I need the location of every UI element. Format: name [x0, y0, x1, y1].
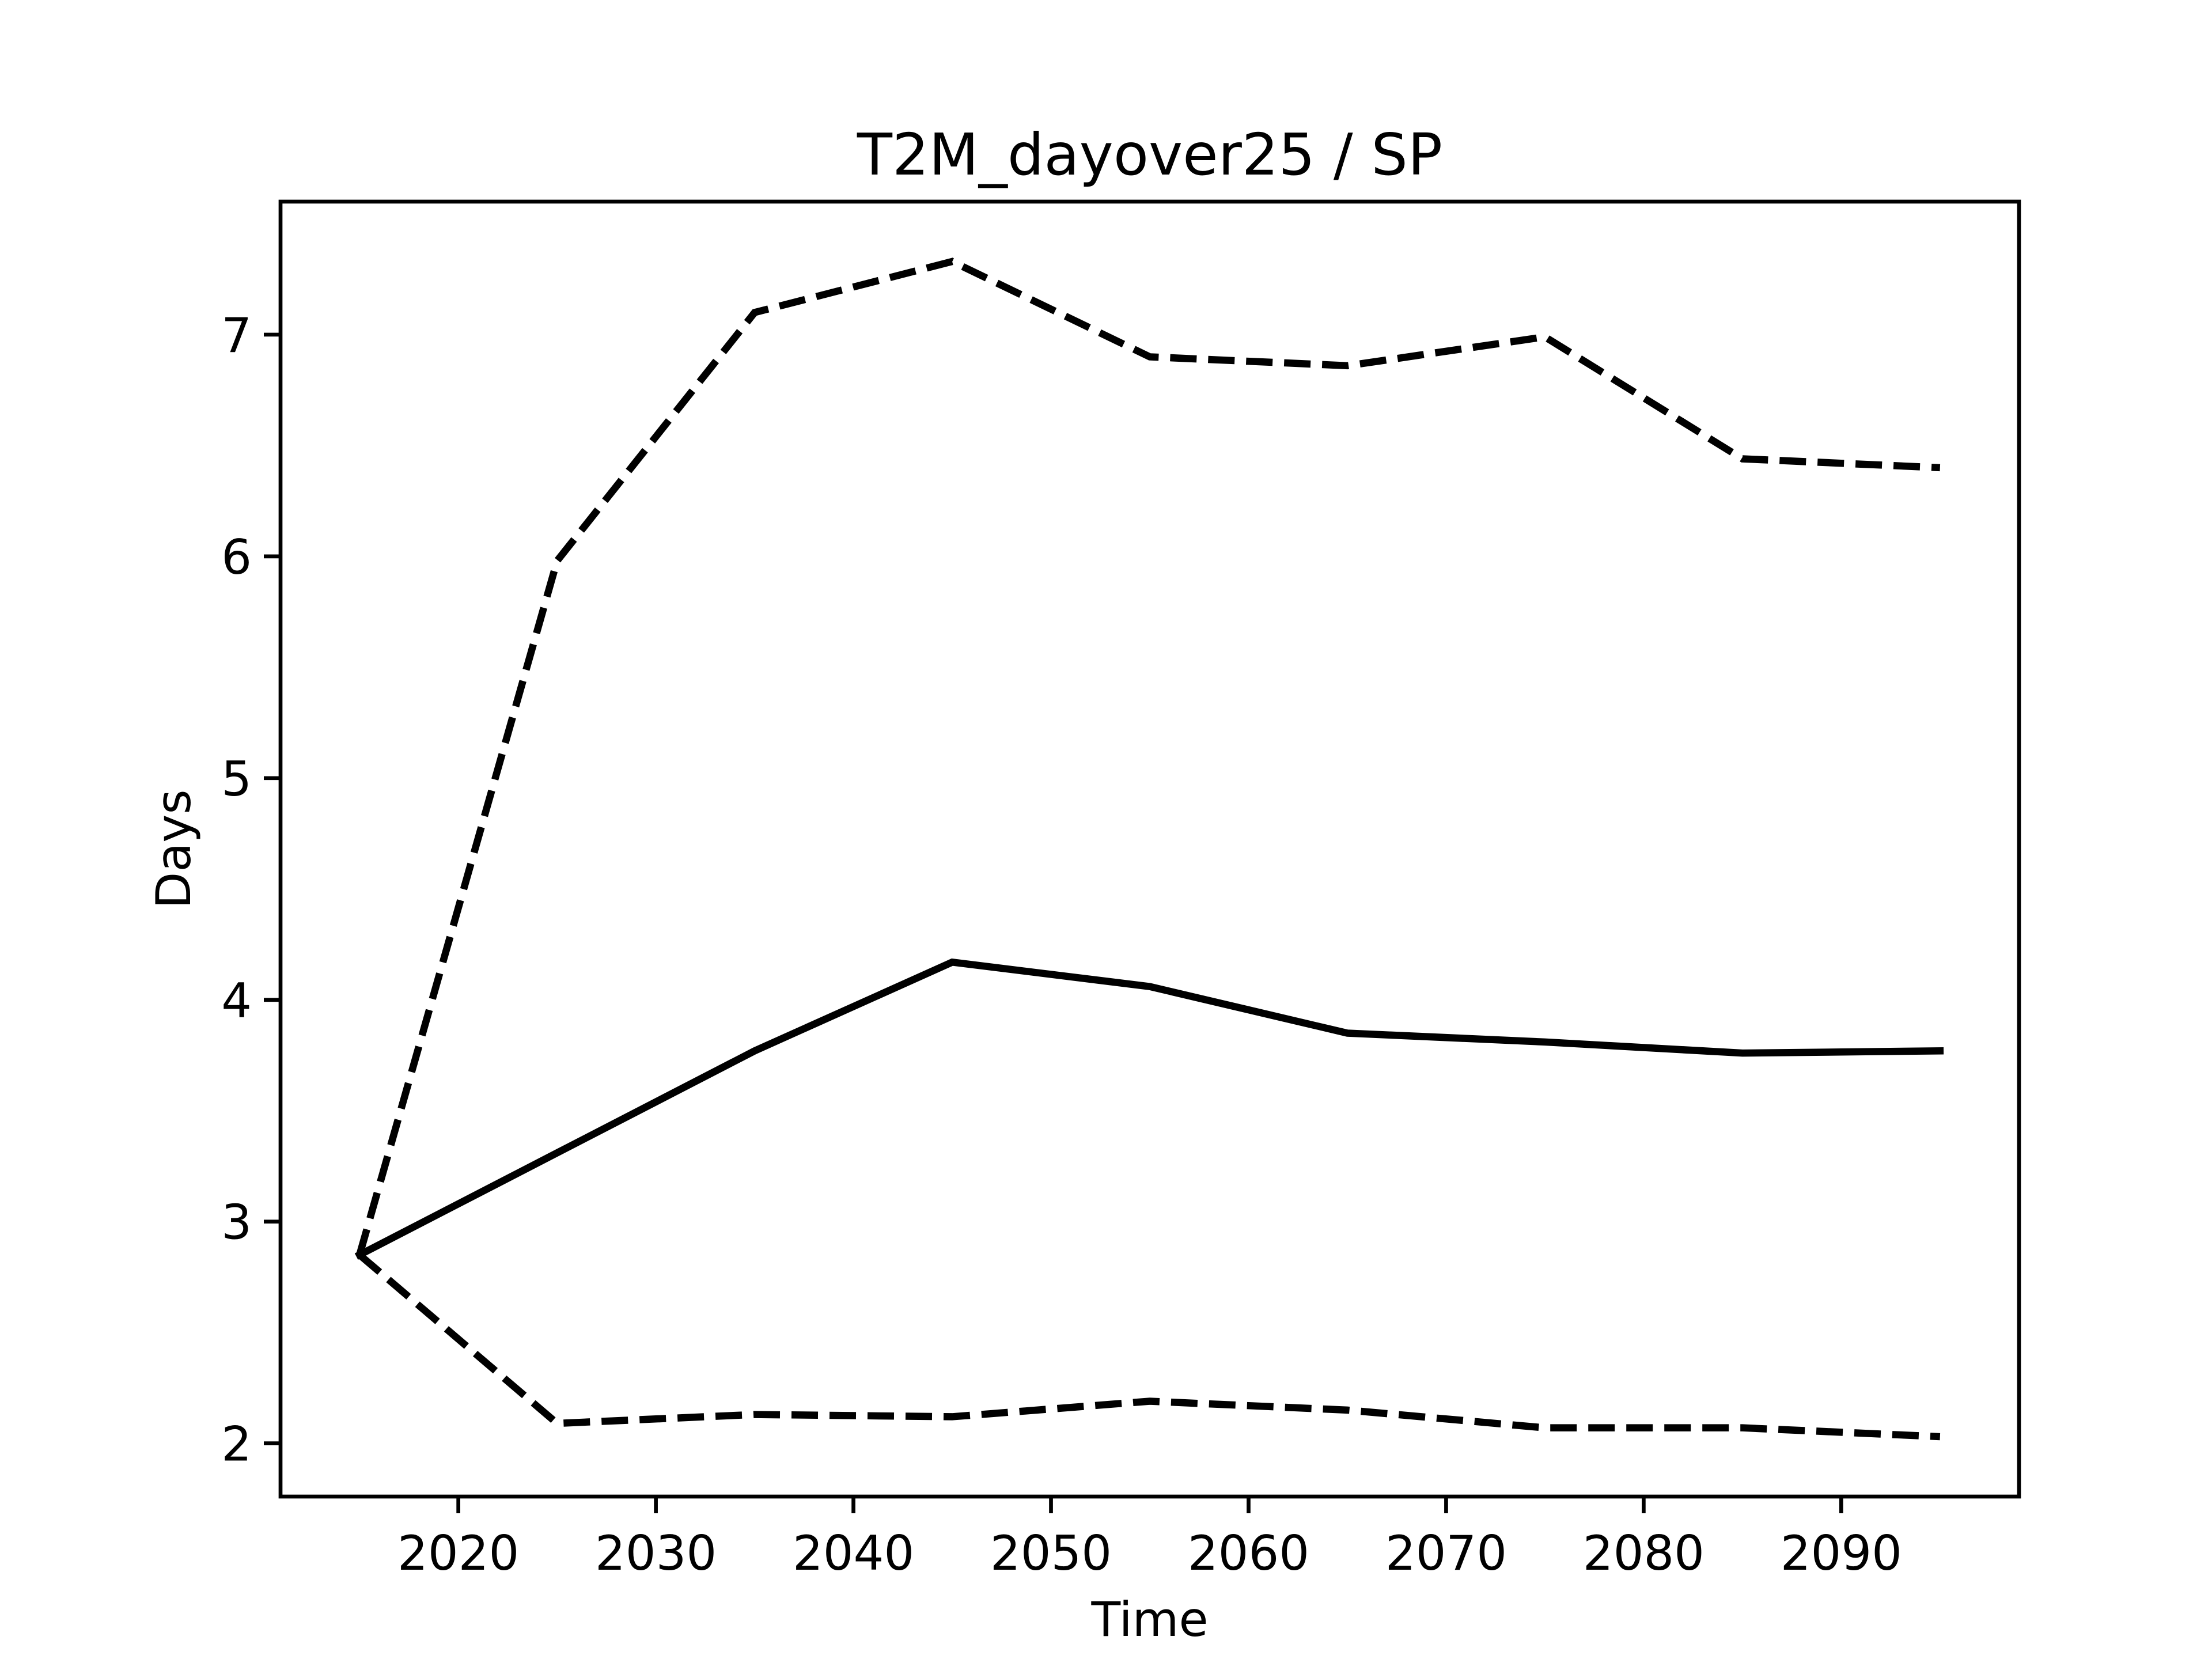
x-tick-label: 2060: [1188, 1525, 1309, 1581]
y-tick-label: 5: [221, 751, 252, 807]
x-tick-label: 2040: [793, 1525, 914, 1581]
x-tick-label: 2070: [1385, 1525, 1507, 1581]
x-tick-label: 2020: [397, 1525, 519, 1581]
y-tick-label: 3: [221, 1195, 252, 1251]
y-tick-label: 4: [221, 973, 252, 1029]
y-axis-label: Days: [146, 789, 202, 908]
chart-title: T2M_dayover25 / SP: [857, 121, 1442, 188]
x-tick-label: 2080: [1583, 1525, 1705, 1581]
plot-frame: [278, 199, 2021, 1499]
y-tick-label: 6: [221, 529, 252, 585]
x-tick-label: 2090: [1781, 1525, 1902, 1581]
x-tick-label: 2030: [595, 1525, 717, 1581]
y-tick-label: 7: [221, 308, 252, 363]
series-line: [357, 1252, 1941, 1441]
x-axis-label: Time: [1090, 1592, 1208, 1647]
y-tick-label: 2: [221, 1416, 252, 1472]
series-line: [354, 958, 1944, 1260]
series-line: [356, 257, 1941, 1256]
x-tick-label: 2050: [990, 1525, 1112, 1581]
